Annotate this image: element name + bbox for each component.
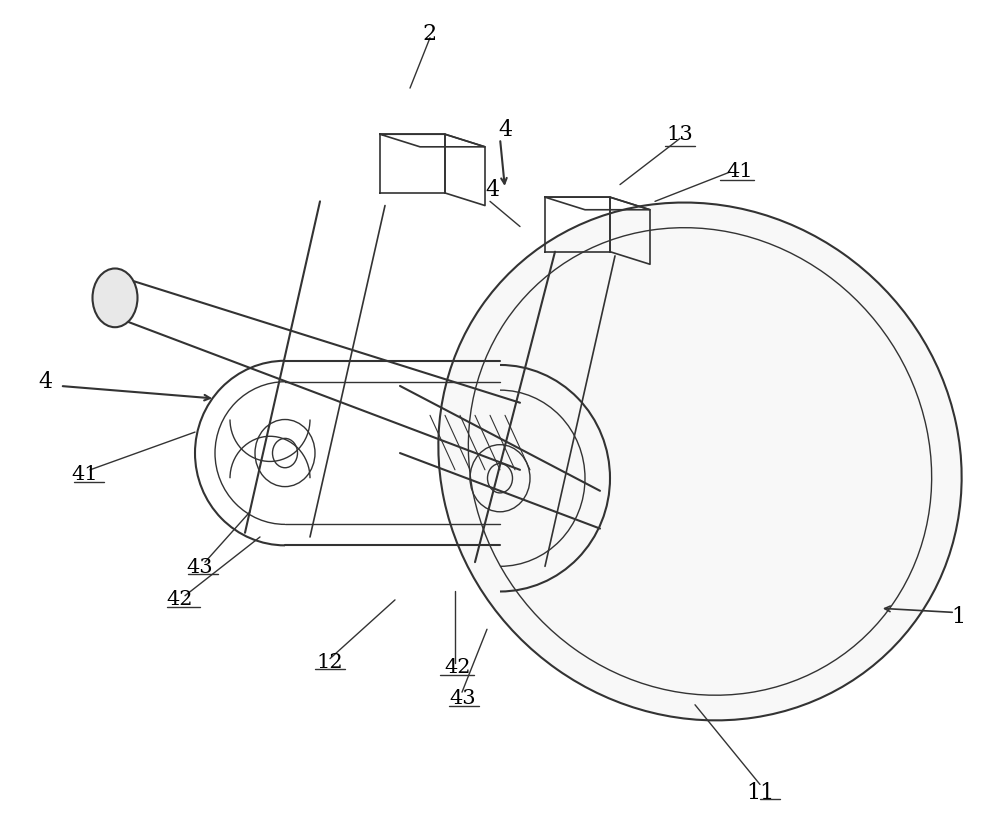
Text: 42: 42 (167, 591, 193, 609)
Text: 2: 2 (423, 23, 437, 44)
Text: 11: 11 (746, 782, 774, 804)
Text: 43: 43 (187, 558, 213, 576)
Text: 41: 41 (72, 465, 98, 483)
Text: 4: 4 (498, 119, 512, 141)
Text: 12: 12 (317, 654, 343, 672)
Text: 13: 13 (667, 125, 693, 143)
Text: 42: 42 (445, 658, 471, 676)
Text: 43: 43 (450, 689, 476, 707)
Text: 4: 4 (485, 180, 499, 201)
Text: 4: 4 (38, 371, 52, 393)
Ellipse shape (438, 202, 962, 721)
Text: 41: 41 (727, 162, 753, 180)
Text: 1: 1 (951, 606, 965, 628)
Ellipse shape (92, 268, 138, 327)
